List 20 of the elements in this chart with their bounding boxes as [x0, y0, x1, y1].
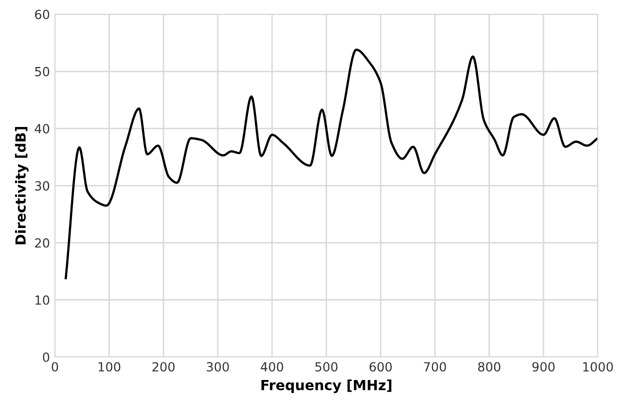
- x-tick-label: 1000: [583, 362, 613, 372]
- x-tick-label: 700: [424, 362, 446, 372]
- y-tick-label: 50: [35, 66, 50, 76]
- y-axis-title: Directivity [dB]: [15, 126, 29, 244]
- x-tick-label: 200: [152, 362, 175, 372]
- x-tick-label: 800: [478, 362, 500, 372]
- y-tick-label: 20: [35, 238, 50, 248]
- x-tick-label: 0: [52, 362, 58, 372]
- x-tick-label: 900: [532, 362, 555, 372]
- x-tick-label: 600: [370, 362, 392, 372]
- y-tick-label: 0: [42, 352, 50, 362]
- x-tick-label: 100: [98, 362, 120, 372]
- y-tick-label: 60: [35, 10, 50, 20]
- y-tick-label: 40: [34, 124, 50, 134]
- x-tick-label: 300: [206, 362, 229, 372]
- y-tick-label: 10: [36, 295, 50, 305]
- x-tick-label: 500: [315, 362, 338, 372]
- x-axis-title: Frequency [MHz]: [261, 380, 392, 394]
- x-tick-label: 400: [260, 362, 284, 372]
- y-tick-label: 30: [35, 181, 50, 191]
